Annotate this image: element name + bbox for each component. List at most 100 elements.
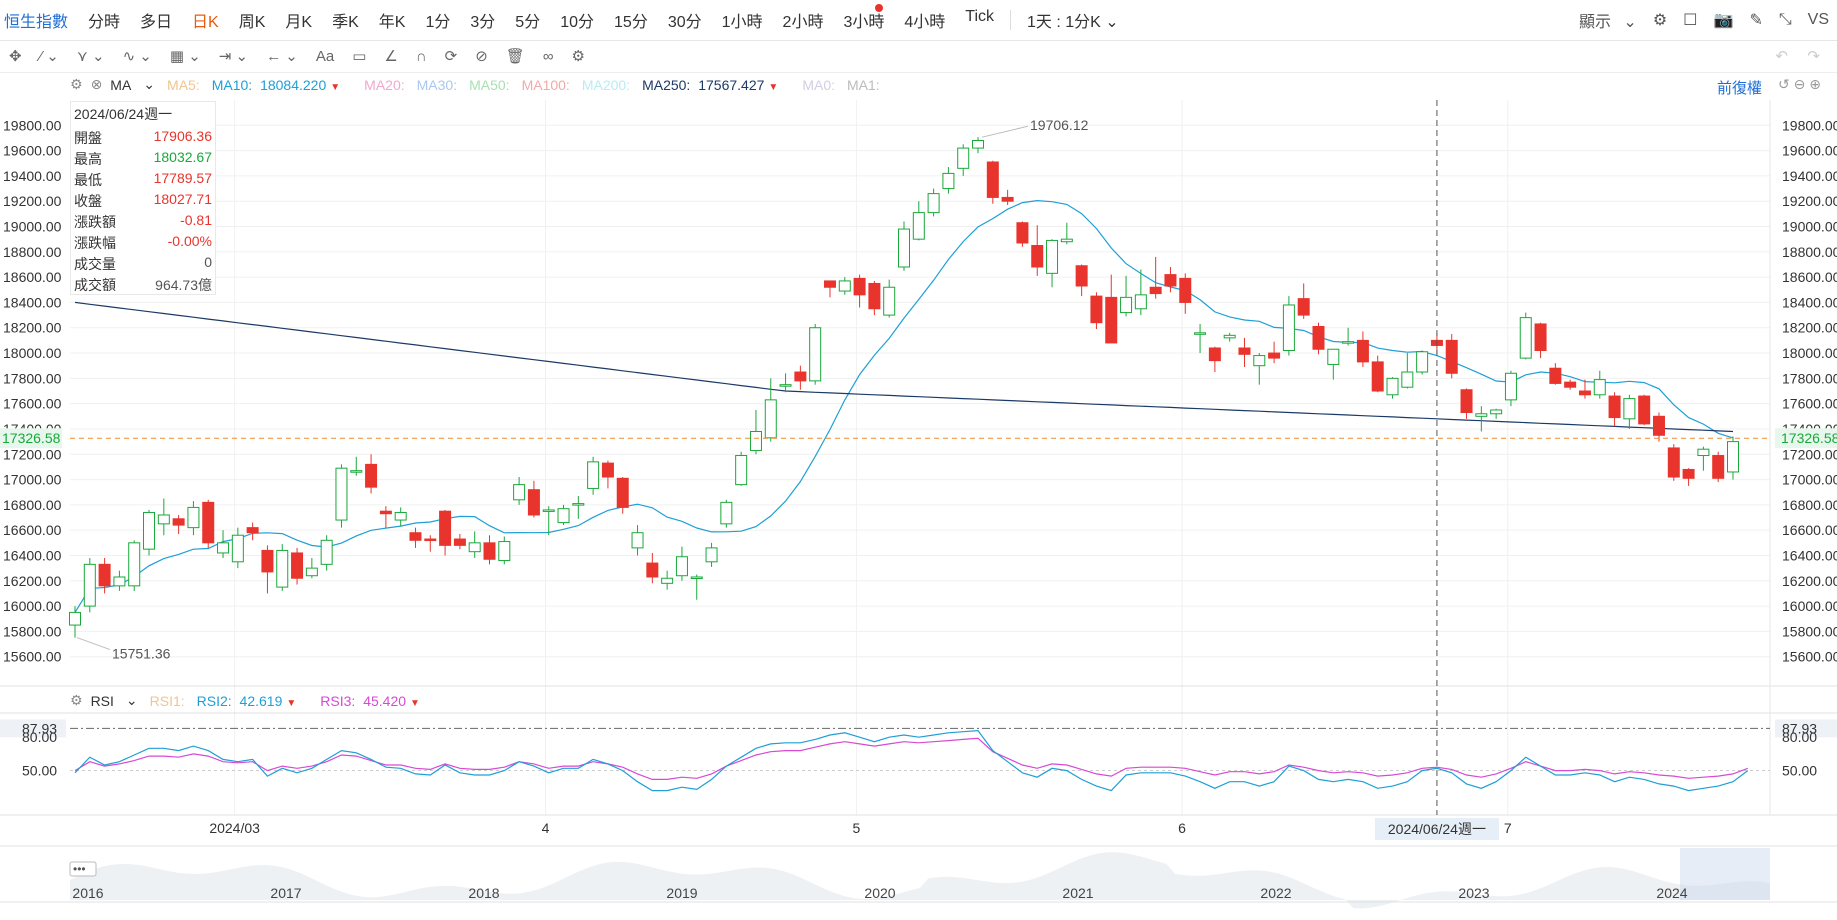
gear-icon[interactable]: ⚙ xyxy=(70,692,83,708)
candle xyxy=(261,545,274,594)
rsi-item-1[interactable]: RSI2: 42.619 ▼ xyxy=(197,693,309,709)
candle-body xyxy=(350,470,363,473)
timeframe-14[interactable]: 2小時 xyxy=(782,14,824,31)
undo-icon[interactable]: ↶ xyxy=(1775,48,1788,65)
chevron-down-icon[interactable]: ⌄ xyxy=(125,692,138,708)
fullscreen-icon[interactable]: ⤡ xyxy=(1778,11,1792,28)
wave-tool-icon[interactable]: ∿ ⌄ xyxy=(122,48,152,65)
plus-icon[interactable]: ⊕ xyxy=(1809,76,1821,92)
pencil-icon[interactable]: ✎ xyxy=(1749,12,1763,29)
adjust-button[interactable]: 前復權 xyxy=(1717,80,1763,97)
arrow-tool-icon[interactable]: ← ⌄ xyxy=(266,48,298,65)
candle xyxy=(113,570,126,591)
timeframe-16[interactable]: 4小時 xyxy=(904,14,946,31)
candle-body xyxy=(1134,294,1147,310)
candle xyxy=(957,144,970,176)
candle xyxy=(1356,331,1369,367)
sync-icon[interactable]: ⟳ xyxy=(444,48,458,65)
ma-item-8[interactable]: MA0: xyxy=(802,77,835,93)
candle-body xyxy=(1356,339,1369,363)
interval-selector[interactable]: 1天 : 1分K ⌄ xyxy=(1017,8,1129,32)
reset-icon[interactable]: ↺ xyxy=(1778,76,1790,92)
chart-canvas[interactable]: 19800.00 19800.00 19600.00 19600.00 19400.00… xyxy=(0,72,1837,920)
timeframe-4[interactable]: 月K xyxy=(285,14,313,31)
gear-icon[interactable]: ⚙ xyxy=(70,76,83,92)
link-icon[interactable]: ∞ xyxy=(542,47,554,65)
ma-item-3[interactable]: MA30: xyxy=(417,77,457,93)
candle xyxy=(439,509,452,556)
camera-icon[interactable]: 📷 xyxy=(1713,12,1734,29)
close-icon[interactable]: ⊗ xyxy=(90,76,103,92)
magnet-icon[interactable]: ∩ xyxy=(415,47,427,65)
timeframe-17[interactable]: Tick xyxy=(965,8,994,25)
display-button[interactable]: 顯示 ⌄ xyxy=(1578,14,1637,31)
chevron-down-icon[interactable]: ⌄ xyxy=(143,76,156,92)
ma-item-7[interactable]: MA250: 17567.427 ▼ xyxy=(642,77,790,93)
timeframe-10[interactable]: 10分 xyxy=(560,14,595,31)
navigator-year: 2024 xyxy=(1656,885,1687,901)
timeframe-11[interactable]: 15分 xyxy=(614,14,648,31)
symbol-selector[interactable]: 恒生指數 xyxy=(4,14,69,31)
minus-icon[interactable]: ⊖ xyxy=(1793,76,1806,92)
chart-tool-icon[interactable]: ▦ ⌄ xyxy=(169,48,201,65)
rsi-item-0[interactable]: RSI1: xyxy=(150,693,185,709)
candle-body xyxy=(1697,448,1710,457)
settings-icon[interactable]: ⚙ xyxy=(571,48,585,65)
candle xyxy=(1697,446,1710,471)
timeframe-5[interactable]: 季K xyxy=(332,14,359,31)
timeframe-2[interactable]: 日K xyxy=(192,14,219,31)
fork-tool-icon[interactable]: ⋎ ⌄ xyxy=(76,48,105,65)
timeframe-9[interactable]: 5分 xyxy=(515,14,541,31)
timeframe-15[interactable]: 3小時 xyxy=(843,14,885,31)
candle xyxy=(853,274,866,308)
y-tick-right: 18000.00 xyxy=(1782,345,1837,361)
ma-item-1[interactable]: MA10: 18084.220 ▼ xyxy=(212,77,352,93)
timeframe-12[interactable]: 30分 xyxy=(667,14,702,31)
timeframe-13[interactable]: 1小時 xyxy=(721,14,763,31)
ruler-icon[interactable]: ∠ xyxy=(384,48,398,65)
square-icon[interactable]: ☐ xyxy=(1683,12,1698,29)
text-tool-icon[interactable]: Aa xyxy=(315,47,335,65)
hide-icon[interactable]: ⊘ xyxy=(475,48,488,65)
y-tick-right: 17800.00 xyxy=(1782,370,1837,386)
rsi-tick-left: 87.93 xyxy=(22,720,57,736)
gear-icon[interactable]: ⚙ xyxy=(1652,12,1668,29)
range-tool-icon[interactable]: ⇥ ⌄ xyxy=(218,48,249,65)
ma-item-9[interactable]: MA1: xyxy=(847,77,880,93)
timeframe-1[interactable]: 多日 xyxy=(140,14,173,31)
ma-item-2[interactable]: MA20: xyxy=(364,77,404,93)
candle-body xyxy=(1282,304,1295,352)
candle xyxy=(1268,341,1281,364)
candle-body xyxy=(409,532,422,541)
ma-item-0[interactable]: MA5: xyxy=(167,77,200,93)
candle xyxy=(1490,408,1503,419)
timeframe-3[interactable]: 周K xyxy=(238,14,266,31)
rsi-item-2[interactable]: RSI3: 45.420 ▼ xyxy=(320,693,432,709)
ma-item-4[interactable]: MA50: xyxy=(469,77,509,93)
candle-body xyxy=(113,576,126,587)
timeframe-8[interactable]: 3分 xyxy=(470,14,496,31)
candle xyxy=(1682,468,1695,486)
comment-icon[interactable]: ▭ xyxy=(352,48,367,65)
y-tick-right: 19000.00 xyxy=(1782,219,1837,235)
candle xyxy=(1593,370,1606,399)
ma-item-5[interactable]: MA100: xyxy=(522,77,570,93)
timeframe-7[interactable]: 1分 xyxy=(425,14,451,31)
trash-icon[interactable]: 🗑 xyxy=(505,48,525,65)
move-icon[interactable]: ✥ xyxy=(9,48,22,65)
rsi-title[interactable]: RSI xyxy=(90,692,114,709)
ma-item-6[interactable]: MA200: xyxy=(582,77,630,93)
timeframe-6[interactable]: 年K xyxy=(378,14,406,31)
redo-icon[interactable]: ↷ xyxy=(1807,48,1820,65)
timeframe-0[interactable]: 分時 xyxy=(88,14,121,31)
candle xyxy=(1001,189,1014,206)
line-tool-icon[interactable]: ⁄ ⌄ xyxy=(39,48,59,65)
candle-body xyxy=(1682,468,1695,479)
drawing-toolbar: ✥ ⁄ ⌄ ⋎ ⌄ ∿ ⌄ ▦ ⌄ ⇥ ⌄ ← ⌄ Aa ▭ ∠ ∩ ⟳ ⊘ 🗑… xyxy=(0,40,1837,73)
candle xyxy=(69,606,81,638)
candle-body xyxy=(646,562,659,578)
info-row: 開盤 17906.36 xyxy=(71,126,215,147)
candle xyxy=(483,535,496,565)
vs-button[interactable]: VS xyxy=(1807,11,1829,28)
ma-title[interactable]: MA xyxy=(110,76,132,93)
